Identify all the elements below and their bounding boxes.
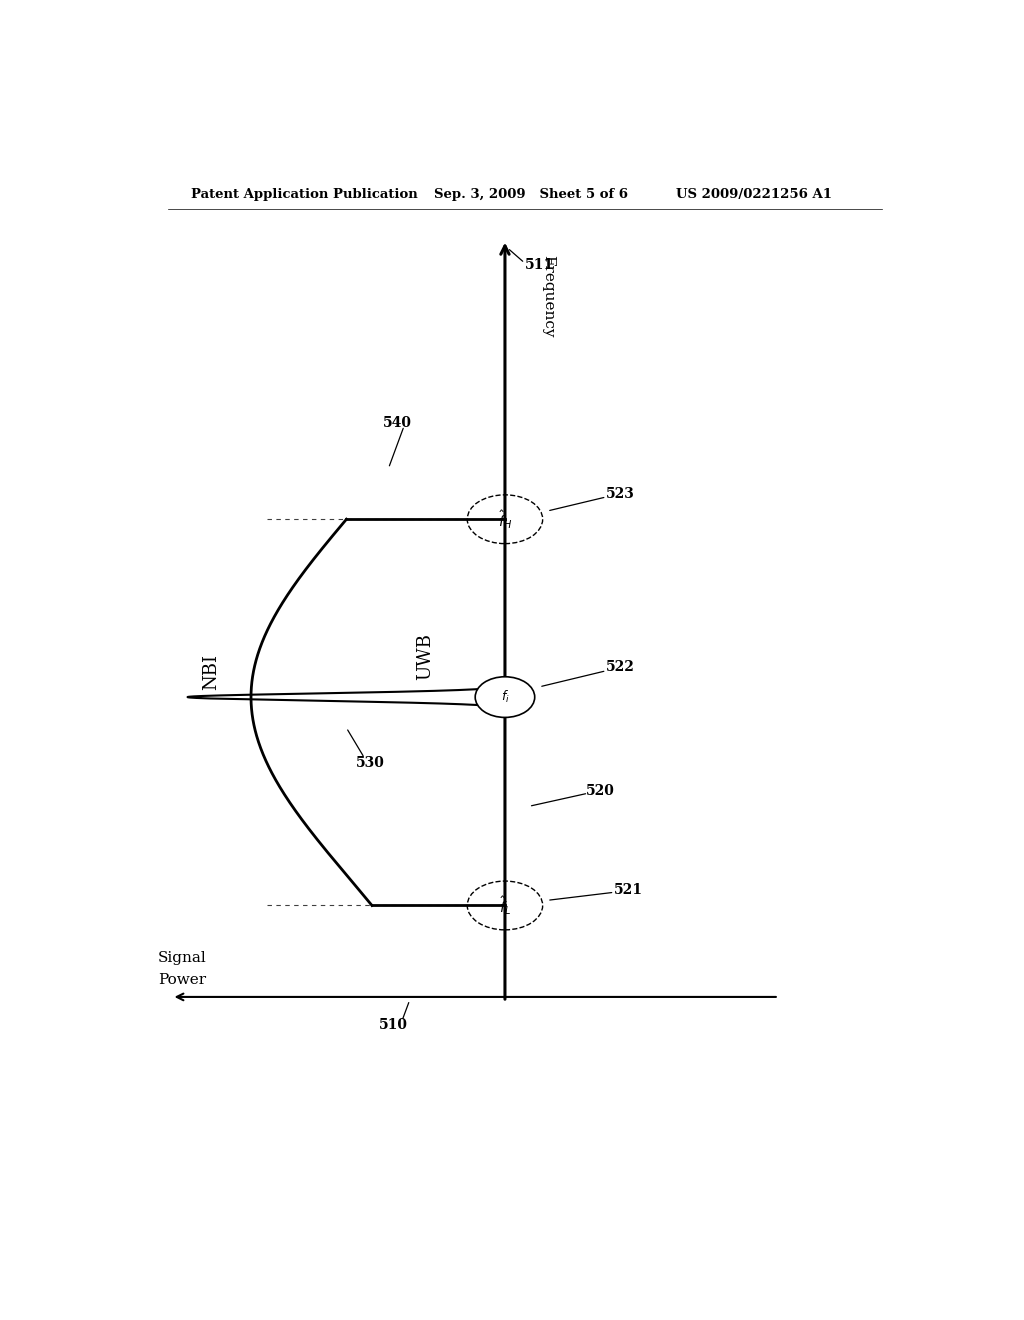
Text: Sep. 3, 2009   Sheet 5 of 6: Sep. 3, 2009 Sheet 5 of 6 — [433, 189, 628, 202]
Ellipse shape — [475, 677, 535, 718]
Text: 530: 530 — [355, 756, 384, 770]
Text: Power: Power — [158, 973, 206, 986]
Text: 522: 522 — [605, 660, 635, 673]
Text: NBI: NBI — [203, 653, 220, 689]
Text: Frequency: Frequency — [541, 255, 555, 338]
Text: 511: 511 — [524, 259, 554, 272]
Text: US 2009/0221256 A1: US 2009/0221256 A1 — [676, 189, 831, 202]
Text: 540: 540 — [383, 416, 413, 430]
Text: UWB: UWB — [417, 632, 434, 680]
Text: Patent Application Publication: Patent Application Publication — [191, 189, 418, 202]
Text: 523: 523 — [605, 487, 635, 500]
Text: 520: 520 — [586, 784, 614, 799]
Text: 521: 521 — [613, 883, 642, 898]
Text: $\hat{f}_H$: $\hat{f}_H$ — [498, 508, 512, 531]
Text: $f_i$: $f_i$ — [501, 689, 509, 705]
Text: 510: 510 — [379, 1019, 409, 1032]
Text: $\hat{f}_L$: $\hat{f}_L$ — [499, 894, 511, 917]
Text: Signal: Signal — [158, 952, 207, 965]
